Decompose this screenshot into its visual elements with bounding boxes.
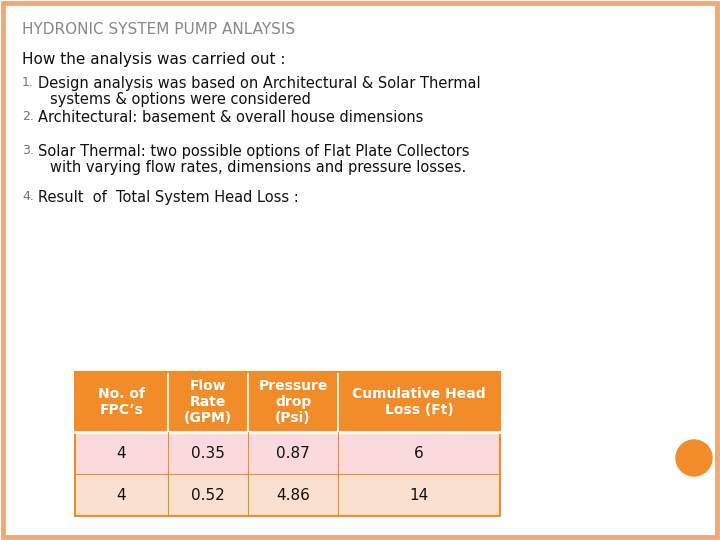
Text: 4.: 4. — [22, 190, 34, 203]
Text: 4: 4 — [117, 446, 126, 461]
Text: 0.35: 0.35 — [191, 446, 225, 461]
Text: HYDRONIC SYSTEM PUMP ANLAYSIS: HYDRONIC SYSTEM PUMP ANLAYSIS — [22, 22, 295, 37]
Text: 1.: 1. — [22, 76, 34, 89]
Text: Design analysis was based on Architectural & Solar Thermal: Design analysis was based on Architectur… — [38, 76, 481, 91]
Text: 2.: 2. — [22, 110, 34, 123]
Circle shape — [676, 440, 712, 476]
Text: 4: 4 — [117, 488, 126, 503]
Text: 6: 6 — [414, 446, 424, 461]
Text: How the analysis was carried out :: How the analysis was carried out : — [22, 52, 286, 67]
Bar — [75, 474, 500, 516]
Bar — [75, 432, 500, 474]
Text: Architectural: basement & overall house dimensions: Architectural: basement & overall house … — [38, 110, 423, 125]
Text: 0.52: 0.52 — [191, 488, 225, 503]
Text: 14: 14 — [410, 488, 428, 503]
Text: with varying flow rates, dimensions and pressure losses.: with varying flow rates, dimensions and … — [50, 160, 467, 175]
Text: 0.87: 0.87 — [276, 446, 310, 461]
Text: Result  of  Total System Head Loss :: Result of Total System Head Loss : — [38, 190, 299, 205]
Text: Solar Thermal: two possible options of Flat Plate Collectors: Solar Thermal: two possible options of F… — [38, 144, 469, 159]
Bar — [75, 372, 500, 432]
Text: 4.86: 4.86 — [276, 488, 310, 503]
Text: 3.: 3. — [22, 144, 34, 157]
Bar — [75, 372, 500, 516]
Text: Cumulative Head
Loss (Ft): Cumulative Head Loss (Ft) — [352, 387, 486, 417]
Text: Pressure
drop
(Psi): Pressure drop (Psi) — [258, 379, 328, 425]
Text: Flow
Rate
(GPM): Flow Rate (GPM) — [184, 379, 232, 425]
Text: systems & options were considered: systems & options were considered — [50, 92, 311, 107]
Text: No. of
FPC’s: No. of FPC’s — [98, 387, 145, 417]
